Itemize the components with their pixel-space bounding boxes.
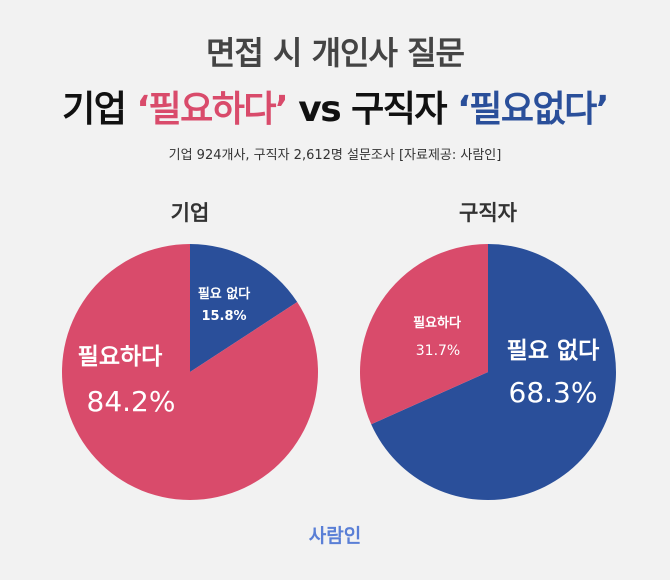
- title-vs-jobseeker: vs 구직자: [287, 89, 458, 130]
- chart-2-slice-1: [371, 244, 617, 501]
- chart-2-slice-2-label: 필요하다: [413, 315, 461, 331]
- chart-2-slice-1-label: 필요 없다: [507, 338, 600, 364]
- chart-1-slice-1-label: 필요 없다: [198, 286, 250, 302]
- title-highlight-needed: ‘필요하다’: [136, 89, 288, 130]
- chart-2-title: 구직자: [459, 201, 518, 225]
- chart-1-slice-2-label: 필요하다: [78, 344, 163, 370]
- chart-1-slice-1: [190, 244, 298, 372]
- chart-1-slice-2-value: 84.2%: [87, 385, 176, 418]
- pie-jobseeker: [360, 244, 617, 501]
- chart-1-slice-2: [62, 244, 318, 500]
- brand-logo: 사람인: [308, 525, 362, 547]
- chart-1-title: 기업: [171, 201, 210, 225]
- title-line-1: 면접 시 개인사 질문: [206, 34, 465, 72]
- title-highlight-not-needed: ‘필요없다’: [457, 89, 609, 130]
- chart-2-slice-1-value: 68.3%: [509, 376, 598, 409]
- subtitle: 기업 924개사, 구직자 2,612명 설문조사 [자료제공: 사람인]: [168, 148, 502, 163]
- pie-company: [62, 244, 318, 500]
- chart-2-slice-2: [360, 244, 488, 425]
- chart-2-slice-2-value: 31.7%: [416, 343, 460, 359]
- title-line-2: 기업 ‘필요하다’ vs 구직자 ‘필요없다’: [0, 80, 670, 132]
- title-company: 기업: [62, 89, 137, 130]
- chart-1-slice-1-value: 15.8%: [201, 309, 246, 324]
